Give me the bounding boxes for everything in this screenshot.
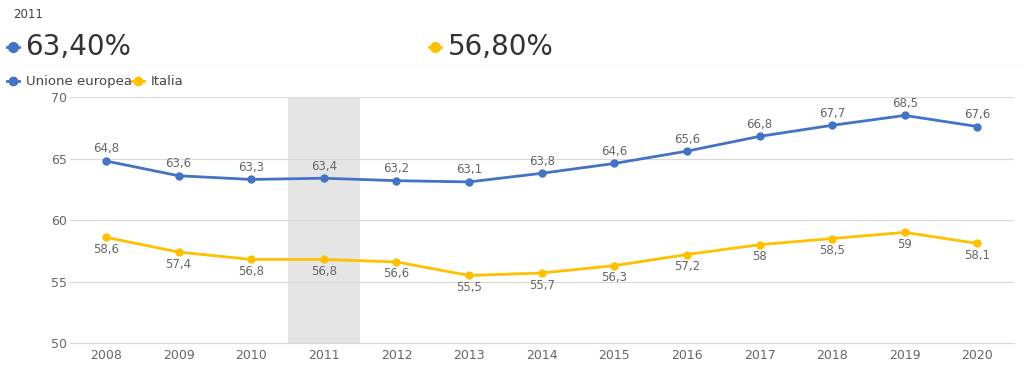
Text: 55,5: 55,5 <box>456 281 482 294</box>
Text: 63,8: 63,8 <box>528 155 555 168</box>
Text: 2011: 2011 <box>13 8 43 21</box>
Text: 56,8: 56,8 <box>311 265 337 278</box>
Text: Unione europea: Unione europea <box>26 75 132 88</box>
Text: 59: 59 <box>897 238 912 251</box>
Text: 56,80%: 56,80% <box>447 33 553 61</box>
Text: 57,2: 57,2 <box>674 260 700 273</box>
Text: 55,7: 55,7 <box>528 279 555 292</box>
Text: 58,6: 58,6 <box>93 243 119 256</box>
Text: 57,4: 57,4 <box>166 258 191 271</box>
Text: 63,2: 63,2 <box>383 162 410 175</box>
Text: 56,3: 56,3 <box>601 271 628 284</box>
Text: 56,6: 56,6 <box>383 267 410 280</box>
Text: 63,40%: 63,40% <box>26 33 131 61</box>
Text: 58,1: 58,1 <box>965 249 990 262</box>
Text: 63,4: 63,4 <box>310 160 337 173</box>
Text: 64,6: 64,6 <box>601 145 628 158</box>
Text: 63,6: 63,6 <box>166 157 191 170</box>
Text: 66,8: 66,8 <box>746 118 773 131</box>
Text: 58,5: 58,5 <box>819 244 845 257</box>
Text: 68,5: 68,5 <box>892 97 918 110</box>
Text: Italia: Italia <box>151 75 183 88</box>
Text: 64,8: 64,8 <box>93 142 119 156</box>
Text: 67,6: 67,6 <box>965 108 990 121</box>
Text: 67,7: 67,7 <box>819 107 846 120</box>
Text: 58: 58 <box>753 250 767 263</box>
Text: 63,1: 63,1 <box>456 163 482 176</box>
Text: 63,3: 63,3 <box>239 161 264 174</box>
Bar <box>288 97 360 343</box>
Text: 56,8: 56,8 <box>239 265 264 278</box>
Text: 65,6: 65,6 <box>674 132 700 145</box>
